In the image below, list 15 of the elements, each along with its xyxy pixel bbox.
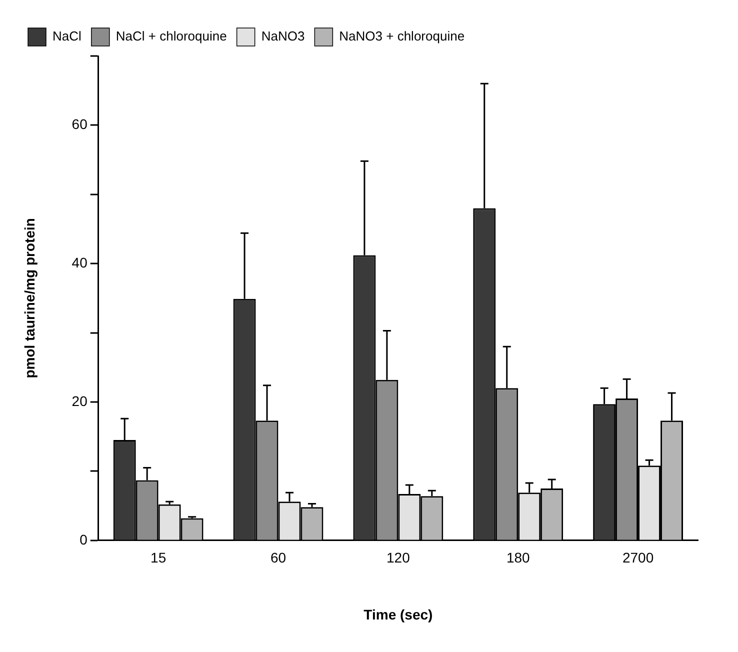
y-tick-label: 60 (72, 116, 88, 132)
x-tick-label: 15 (150, 550, 166, 566)
y-tick-label: 40 (72, 254, 88, 270)
x-tick-label: 2700 (622, 550, 654, 566)
legend-label: NaCl (52, 28, 82, 44)
y-axis-title: pmol taurine/mg protein (21, 218, 38, 378)
legend-label: NaNO3 (261, 28, 305, 44)
x-tick-label: 60 (270, 550, 286, 566)
legend-label: NaCl + chloroquine (116, 28, 227, 44)
y-tick-label: 0 (80, 531, 88, 548)
x-tick-label: 120 (386, 550, 410, 566)
legend-label: NaNO3 + chloroquine (339, 28, 465, 44)
x-tick-label: 180 (506, 550, 530, 566)
x-axis-title: Time (sec) (364, 606, 433, 622)
y-tick-label: 20 (72, 392, 88, 409)
